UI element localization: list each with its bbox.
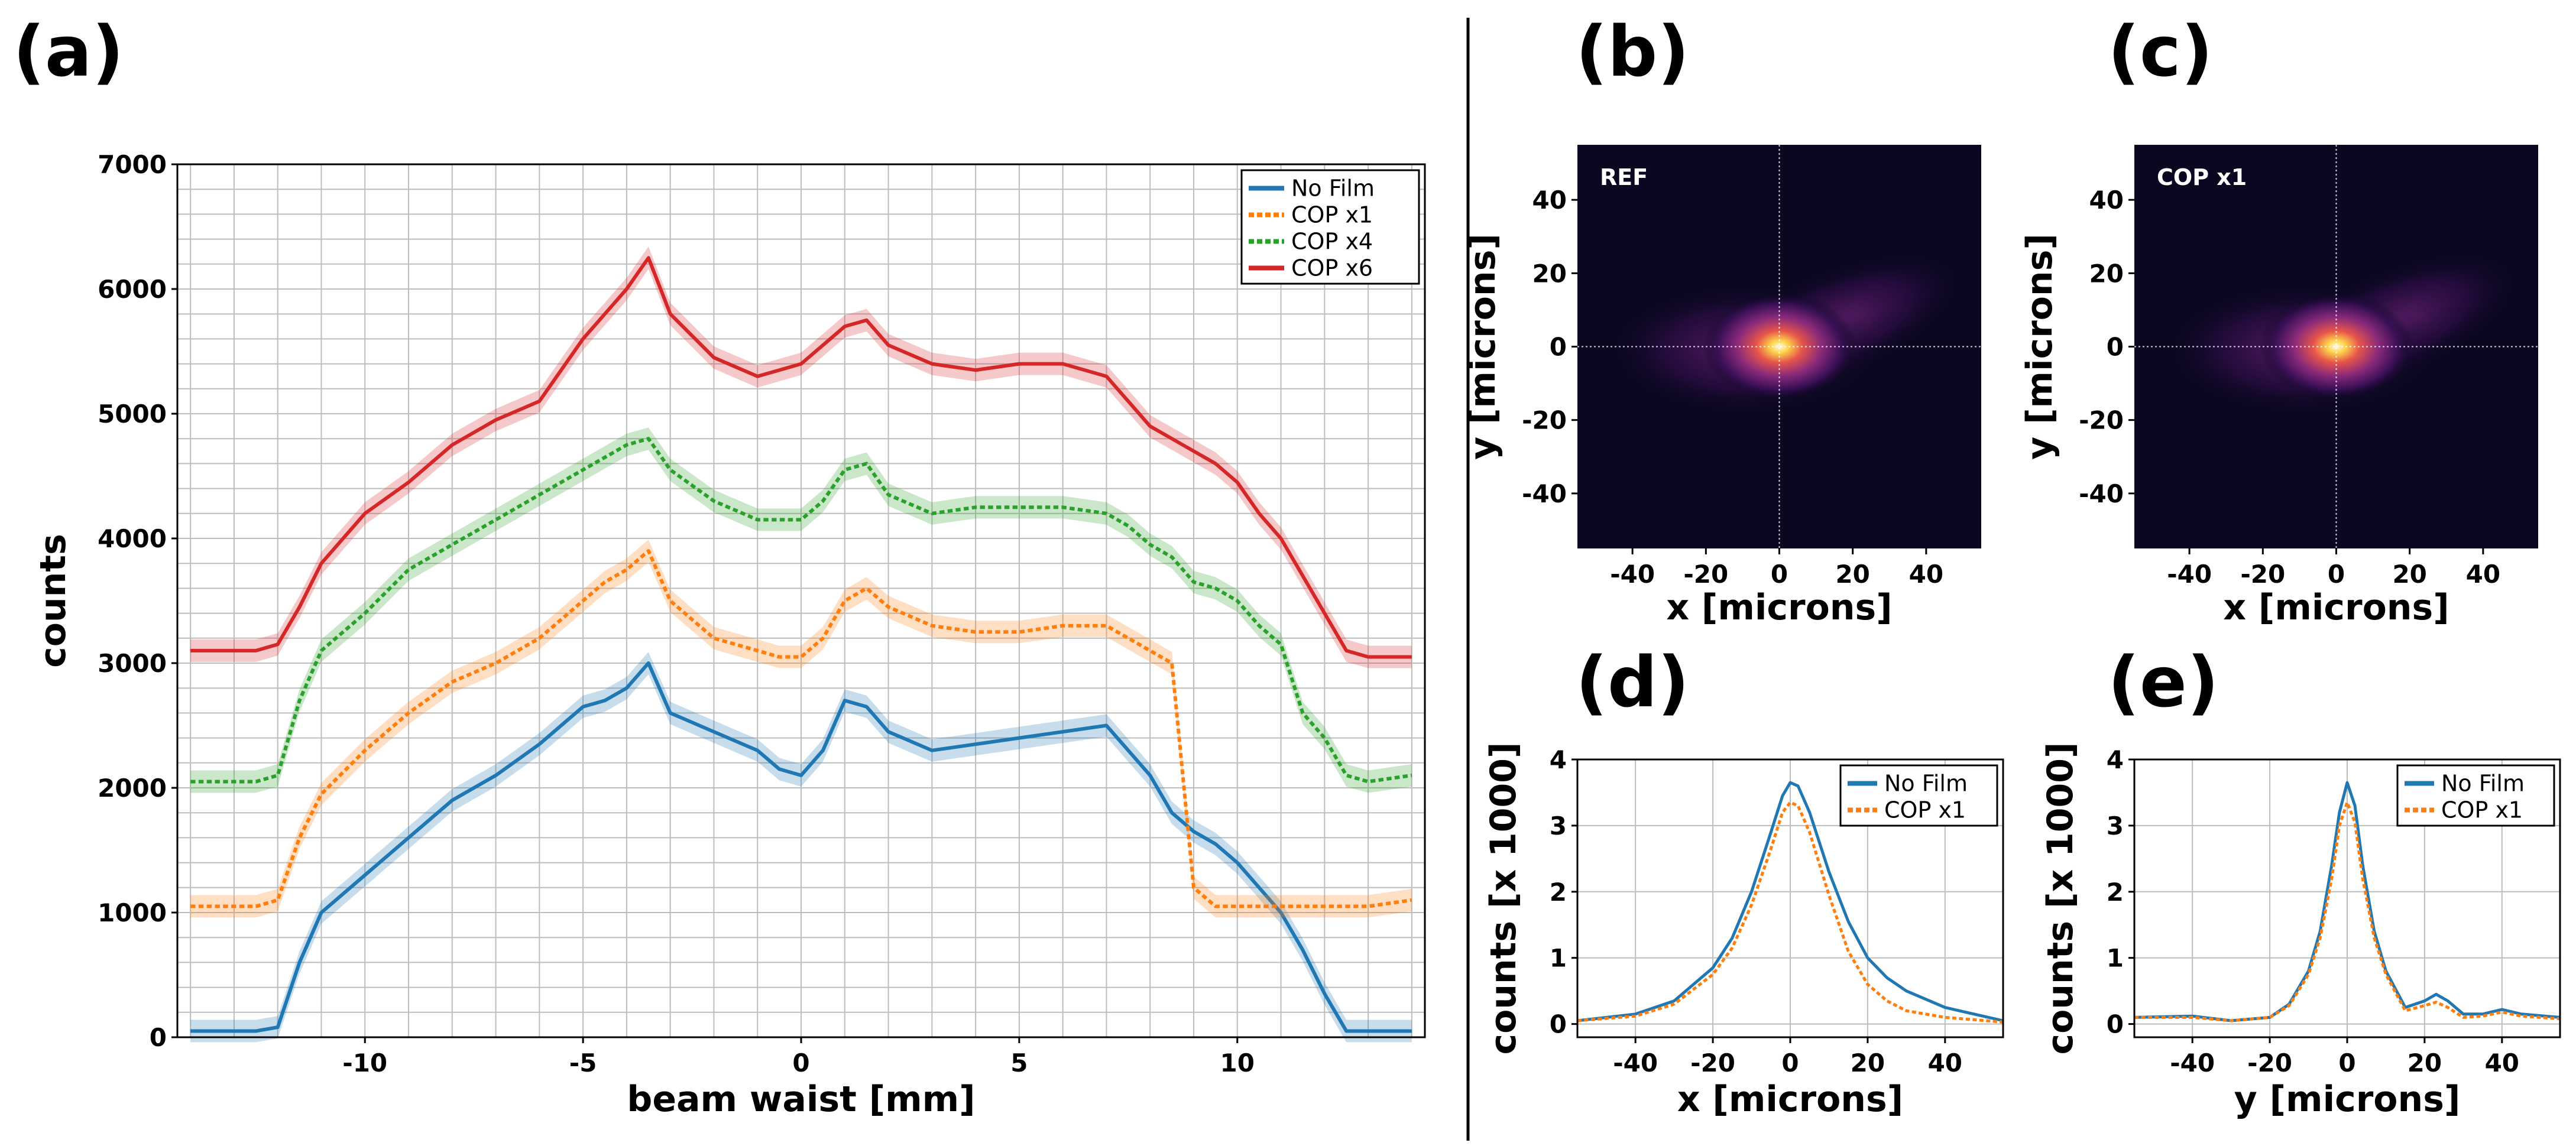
x-tick-label: 20 <box>1851 1048 1885 1077</box>
x-tick-label: 40 <box>2466 560 2500 589</box>
x-tick-label: 0 <box>2328 560 2345 589</box>
y-tick-label: 0 <box>1550 1010 1567 1039</box>
x-tick-label: 20 <box>2392 560 2426 589</box>
x-tick-label: -20 <box>2240 560 2285 589</box>
y-tick-label: 5000 <box>98 400 167 428</box>
x-tick-label: 40 <box>1909 560 1943 589</box>
x-tick-label: 20 <box>2407 1048 2442 1077</box>
y-tick-label: -20 <box>2079 406 2124 435</box>
legend-label: COP x1 <box>2441 797 2523 823</box>
x-tick-label: 10 <box>1220 1048 1255 1077</box>
x-tick-label: 20 <box>1835 560 1869 589</box>
heatmap-inset-label: REF <box>1600 164 1648 190</box>
series-band-cop-x6 <box>190 246 1412 668</box>
x-tick-label: -40 <box>2167 560 2212 589</box>
series-line-cop-x6 <box>190 256 1412 659</box>
y-tick-label: 4 <box>1550 745 1567 774</box>
x-tick-label: -20 <box>1683 560 1728 589</box>
x-tick-label: 40 <box>2485 1048 2519 1077</box>
series-line-no-film <box>190 661 1412 1033</box>
x-tick-label: 40 <box>1928 1048 1962 1077</box>
y-tick-label: 2 <box>1550 878 1567 907</box>
series-line-cop-x1 <box>1577 801 2004 1024</box>
panel-label-d: (d) <box>1576 641 1689 723</box>
x-axis-label: x [microns] <box>1666 587 1892 628</box>
x-tick-label: 0 <box>1781 1048 1799 1077</box>
y-axis-label: counts [x 1000] <box>1483 742 1524 1055</box>
panel-a: (a) -10 -5 0 5 10 0 1000 2000 3000 4000 5000 6000 700… <box>13 11 1426 1120</box>
y-tick-label: -40 <box>2079 479 2124 508</box>
heatmap-peak <box>1702 293 1856 400</box>
x-tick-label: -40 <box>1613 1048 1658 1077</box>
legend-label: COP x1 <box>1291 202 1373 228</box>
x-tick-label: 0 <box>1771 560 1788 589</box>
y-tick-label: -40 <box>1522 479 1567 508</box>
y-tick-label: 40 <box>1532 186 1567 215</box>
y-tick-label: 3 <box>2107 811 2124 840</box>
x-tick-label: 5 <box>1010 1048 1028 1077</box>
series-line-no-film <box>1577 781 2004 1022</box>
panel-d: (d) -40 -20 0 20 40 0 1 2 3 4 x [microns] counts [x … <box>1483 641 2004 1120</box>
legend-box <box>1839 764 1998 827</box>
x-tick-label: -20 <box>2247 1048 2292 1077</box>
panel-e: (e) -40 -20 0 20 40 0 1 2 3 4 y [microns] counts [x … <box>2040 641 2561 1120</box>
y-tick-label: -20 <box>1522 406 1567 435</box>
legend-label: COP x1 <box>1884 797 1966 823</box>
y-tick-label: 2 <box>2107 878 2124 907</box>
x-tick-label: -40 <box>2170 1048 2215 1077</box>
panel-label-b: (b) <box>1576 11 1689 92</box>
legend-label: COP x6 <box>1291 255 1373 281</box>
y-axis-label: counts [x 1000] <box>2040 742 2081 1055</box>
x-axis-label: x [microns] <box>1677 1079 1903 1120</box>
x-tick-label: 0 <box>2338 1048 2355 1077</box>
legend-label: No Film <box>2441 771 2525 797</box>
panel-b: (b) REF -40 -20 0 20 40 40 20 0 -20 -40 x [microns] y… <box>1462 11 1981 628</box>
y-tick-label: 20 <box>1532 259 1567 288</box>
legend-label: No Film <box>1884 771 1968 797</box>
legend-box <box>2396 764 2555 827</box>
y-tick-label: 4000 <box>98 524 167 553</box>
y-tick-label: 0 <box>2107 333 2124 362</box>
series-band-cop-x1 <box>190 540 1412 918</box>
x-tick-label: -10 <box>342 1048 387 1077</box>
y-tick-label: 0 <box>150 1023 167 1052</box>
series-line-cop-x4 <box>190 437 1412 784</box>
heatmap-inset-label: COP x1 <box>2157 164 2247 190</box>
y-tick-label: 40 <box>2089 186 2124 215</box>
legend-label: No Film <box>1291 176 1375 202</box>
panel-label-e: (e) <box>2108 641 2219 723</box>
y-tick-label: 3000 <box>98 649 167 678</box>
x-tick-label: -20 <box>1690 1048 1735 1077</box>
y-tick-label: 20 <box>2089 259 2124 288</box>
legend-label: COP x4 <box>1291 229 1373 255</box>
y-tick-label: 0 <box>1550 333 1567 362</box>
x-axis-label: beam waist [mm] <box>627 1079 975 1120</box>
y-tick-label: 3 <box>1550 811 1567 840</box>
x-tick-label: 0 <box>792 1048 809 1077</box>
panel-label-a: (a) <box>13 11 124 92</box>
y-tick-label: 2000 <box>98 774 167 803</box>
x-tick-label: -40 <box>1610 560 1655 589</box>
y-axis-label: y [microns] <box>1462 233 1504 460</box>
y-tick-label: 7000 <box>98 150 167 179</box>
panel-label-c: (c) <box>2108 11 2213 92</box>
x-axis-label: y [microns] <box>2234 1079 2461 1120</box>
heatmap-peak <box>2259 293 2413 400</box>
y-tick-label: 1 <box>1550 944 1567 973</box>
x-axis-label: x [microns] <box>2223 587 2449 628</box>
y-axis-label: counts <box>33 534 74 668</box>
y-tick-label: 1 <box>2107 944 2124 973</box>
series-line-cop-x1 <box>2134 801 2561 1022</box>
x-tick-label: -5 <box>569 1048 597 1077</box>
y-tick-label: 6000 <box>98 275 167 304</box>
y-tick-label: 4 <box>2107 745 2124 774</box>
panel-c: (c) COP x1 -40 -20 0 20 40 40 20 0 -20 -40 x [micron… <box>2019 11 2538 628</box>
y-tick-label: 0 <box>2107 1010 2124 1039</box>
y-tick-label: 1000 <box>98 898 167 927</box>
y-axis-label: y [microns] <box>2019 233 2060 460</box>
